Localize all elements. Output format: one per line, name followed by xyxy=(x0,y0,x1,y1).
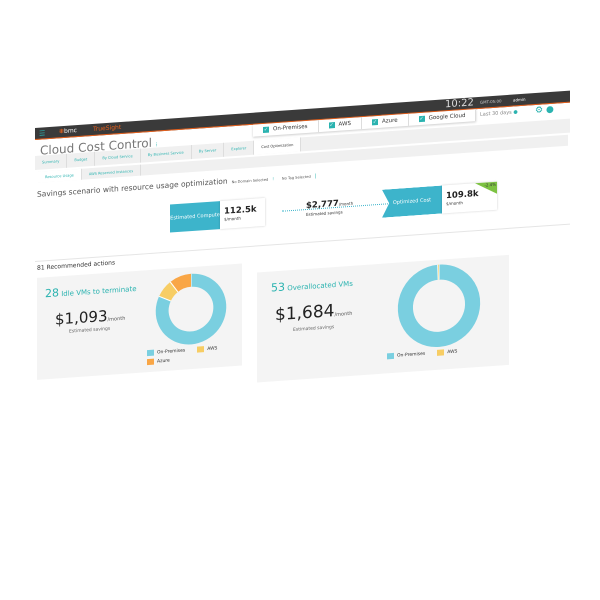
filter-label: AWS xyxy=(338,120,351,128)
subtab-aws-reserved-instances[interactable]: AWS Reserved Instances xyxy=(81,164,142,180)
filter-aws[interactable]: ✓ AWS xyxy=(318,117,362,133)
legend-label: AWS xyxy=(447,348,458,355)
checkbox-icon[interactable]: ✓ xyxy=(263,126,269,134)
timezone: GMT-05:00 xyxy=(480,98,502,105)
card-count: 28 xyxy=(45,286,59,301)
legend-item[interactable]: AWS xyxy=(437,348,458,356)
recommended-actions-heading: 81 Recommended actions xyxy=(37,259,116,272)
gear-icon[interactable]: ⚙ xyxy=(535,105,544,117)
estimated-compute-label: Estimated Compute xyxy=(170,201,220,233)
filter-azure[interactable]: ✓ Azure xyxy=(361,113,409,130)
slice-separator xyxy=(158,295,172,302)
filter-label: Google Cloud xyxy=(428,112,466,122)
legend-swatch xyxy=(387,352,394,360)
chevron-down-icon: ● xyxy=(513,109,518,116)
legend-swatch xyxy=(147,349,154,357)
checkbox-icon[interactable]: ✓ xyxy=(328,122,335,129)
change-badge-text: -2.4% xyxy=(484,181,496,188)
help-icon[interactable]: ● xyxy=(545,104,554,116)
donut-slice-on-premises[interactable] xyxy=(397,264,481,347)
card-amount: $1,093 xyxy=(55,306,108,329)
legend-item[interactable]: On-Premises xyxy=(387,351,425,360)
tag-selector[interactable]: No Tag Selected xyxy=(281,174,311,181)
tab-by-cloud-service[interactable]: By Cloud Service xyxy=(95,148,141,166)
optimized-cost-box: 109.8k $/month -2.4% xyxy=(442,181,497,214)
legend-swatch xyxy=(437,349,445,356)
clock: 10:22 xyxy=(445,97,474,111)
kebab-icon[interactable]: | xyxy=(314,173,317,180)
card-unit: /month xyxy=(334,310,353,319)
filter-label: On-Premises xyxy=(273,123,308,133)
tab-explorer[interactable]: Explorer xyxy=(224,140,255,157)
card-unit: /month xyxy=(107,315,126,323)
legend-swatch xyxy=(147,358,154,366)
slice-separator xyxy=(169,281,179,293)
legend-item[interactable]: Azure xyxy=(147,358,170,366)
tab-by-business-service[interactable]: By Business Service xyxy=(140,145,192,163)
idle-vms-card[interactable]: 28 Idle VMs to terminate $1,093/month Es… xyxy=(37,263,242,380)
legend-label: On-Premises xyxy=(157,347,186,355)
app-window: ☰ ⁜bmc TrueSight 10:22 GMT-05:00 admin ✓… xyxy=(35,90,570,398)
date-range-label: Last 30 days xyxy=(480,109,512,118)
checkbox-icon[interactable]: ✓ xyxy=(418,115,425,123)
estimated-compute-box: 112.5k $/month xyxy=(220,197,265,230)
card-title: Idle VMs to terminate xyxy=(61,284,137,299)
tab-cost-optimization[interactable]: Cost Optimization xyxy=(254,137,302,155)
legend-label: On-Premises xyxy=(397,351,426,359)
donut-chart xyxy=(397,264,481,347)
card-est-label: Estimated savings xyxy=(69,326,111,335)
legend-label: AWS xyxy=(207,345,218,352)
tab-summary[interactable]: Summary xyxy=(35,153,68,170)
checkbox-icon[interactable]: ✓ xyxy=(371,119,378,126)
overallocated-vms-card[interactable]: 53 Overallocated VMs $1,684/month Estima… xyxy=(257,254,509,383)
tab-budget[interactable]: Budget xyxy=(67,151,96,168)
product-logo: TrueSight xyxy=(93,123,122,133)
user-menu[interactable]: admin xyxy=(513,96,526,103)
domain-selector[interactable]: No Domain Selected xyxy=(231,177,269,185)
legend-item[interactable]: On-Premises xyxy=(147,347,186,357)
donut-slice-on-premises[interactable] xyxy=(155,273,227,345)
legend-label: Azure xyxy=(157,358,170,364)
card-title: Overallocated VMs xyxy=(287,279,353,293)
donut-slice-aws[interactable] xyxy=(159,282,179,302)
savings-unit: /month xyxy=(338,200,354,207)
donut-chart xyxy=(155,273,227,345)
tab-by-server[interactable]: By Server xyxy=(191,142,225,160)
optimized-cost-label: Optimized Cost xyxy=(382,186,442,218)
filter-label: Azure xyxy=(381,117,398,125)
bmc-logo: ⁜bmc xyxy=(59,127,77,136)
hamburger-icon[interactable]: ☰ xyxy=(39,129,46,138)
savings-flow: Estimated Compute 112.5k $/month $2,777/m… xyxy=(170,181,510,235)
card-est-label: Estimated savings xyxy=(293,325,335,333)
legend-item[interactable]: AWS xyxy=(197,345,218,353)
card-count: 53 xyxy=(271,280,285,295)
kebab-icon[interactable]: ⁝ xyxy=(272,176,274,183)
donut-slice-azure[interactable] xyxy=(170,273,192,293)
legend-swatch xyxy=(197,346,205,353)
card-amount: $1,684 xyxy=(275,301,335,326)
subtab-resource-usage[interactable]: Resource Usage xyxy=(38,168,82,183)
date-range-selector[interactable]: Last 30 days ● xyxy=(480,109,518,118)
brand: bmc xyxy=(64,127,77,135)
